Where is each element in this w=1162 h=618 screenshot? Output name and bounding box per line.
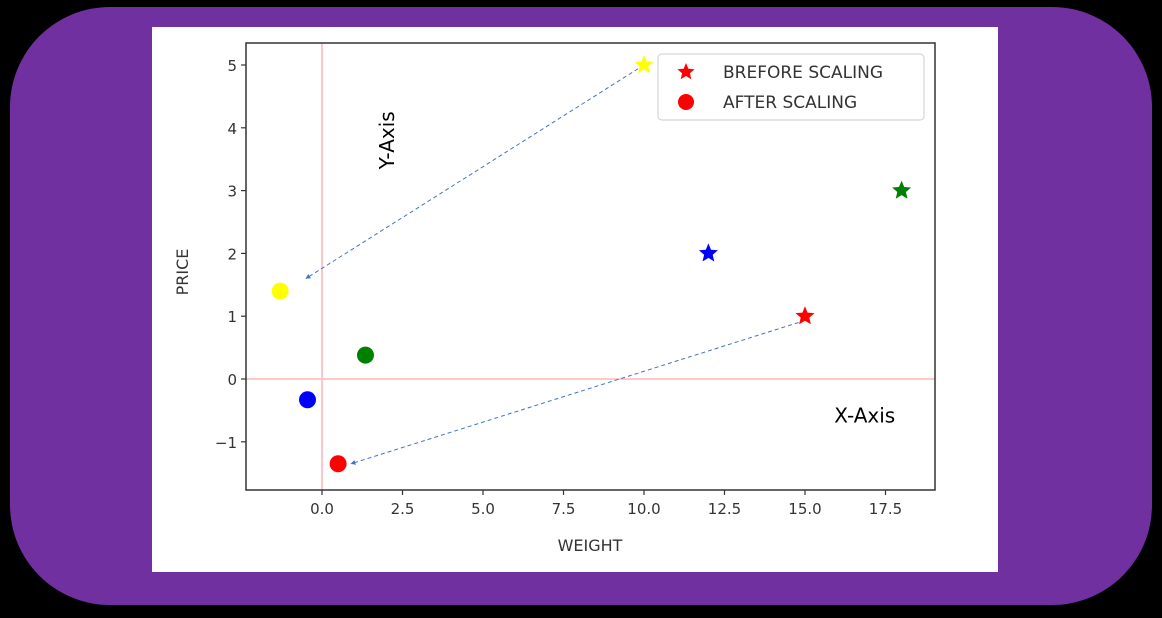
circle-marker	[271, 282, 289, 300]
legend-label: AFTER SCALING	[723, 93, 857, 113]
y-tick-label: 4	[227, 120, 237, 138]
star-marker	[795, 306, 815, 325]
y-tick-label: 0	[227, 371, 237, 389]
x-tick-label: 7.5	[552, 500, 576, 518]
y-tick-label: 5	[227, 57, 237, 75]
y-tick-label: 1	[227, 308, 237, 326]
y-axis-annotation: Y-Axis	[375, 111, 399, 170]
star-marker	[892, 180, 912, 199]
x-tick-label: 10.0	[627, 500, 660, 518]
circle-marker	[329, 455, 347, 473]
x-tick-label: 17.5	[869, 500, 902, 518]
y-axis-label: PRICE	[173, 249, 192, 296]
y-tick-label: 2	[227, 245, 237, 263]
x-tick-label: 5.0	[471, 500, 495, 518]
x-axis-label: WEIGHT	[558, 536, 623, 555]
star-marker	[634, 55, 654, 74]
legend-star-icon	[677, 63, 695, 80]
axes-frame	[245, 42, 936, 491]
legend-circle-icon	[678, 94, 694, 110]
legend-box	[657, 53, 925, 121]
legend-label: BREFORE SCALING	[723, 63, 883, 83]
x-tick-label: 12.5	[708, 500, 741, 518]
circle-marker	[299, 391, 317, 409]
annotation-arrow	[350, 322, 799, 465]
y-tick-label: −1	[215, 434, 237, 452]
circle-marker	[356, 346, 374, 364]
x-tick-label: 15.0	[788, 500, 821, 518]
star-marker	[698, 243, 718, 262]
x-tick-label: 0.0	[310, 500, 334, 518]
annotation-arrow	[305, 64, 645, 279]
x-axis-annotation: X-Axis	[834, 404, 895, 428]
y-tick-label: 3	[227, 183, 237, 201]
x-tick-label: 2.5	[391, 500, 415, 518]
